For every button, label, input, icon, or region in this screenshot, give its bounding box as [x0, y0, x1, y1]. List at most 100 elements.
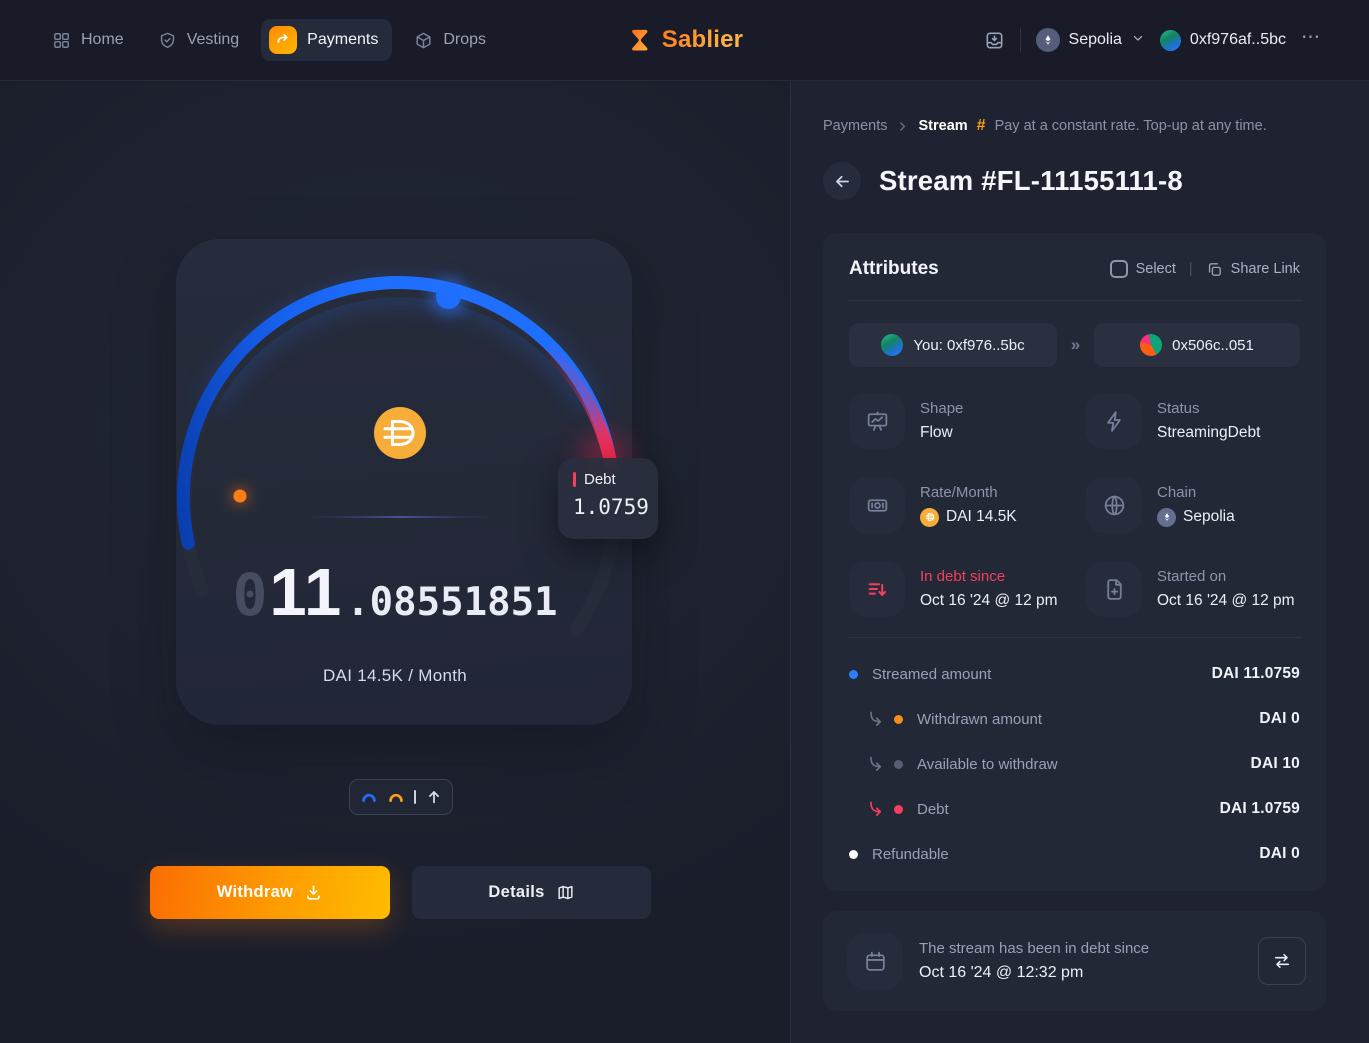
details-button[interactable]: Details: [412, 866, 651, 919]
attr-label: In debt since: [920, 568, 1006, 585]
nav-item-label: Drops: [443, 31, 486, 48]
amount-fraction: .08551851: [346, 580, 558, 625]
toggle-time-button[interactable]: [1258, 937, 1306, 985]
ethereum-icon: [1035, 28, 1060, 52]
sablier-logo[interactable]: Sablier: [626, 26, 743, 54]
brand-name: Sablier: [661, 26, 744, 53]
nav-item-label: Payments: [307, 31, 379, 48]
details-label: Details: [488, 883, 545, 901]
attributes-grid: Shape Flow Status StreamingDebt: [849, 393, 1300, 617]
inbox-button[interactable]: [984, 30, 1005, 51]
debt-value: 1.0759: [573, 495, 649, 519]
network-name: Sepolia: [1068, 31, 1122, 48]
orange-arc-icon: [388, 793, 403, 802]
breadcrumb-payments[interactable]: Payments: [823, 118, 888, 134]
gauge-knob: [435, 284, 461, 309]
page-title: Stream #FL-11155111-8: [879, 165, 1183, 196]
sort-descending-icon: [849, 561, 905, 617]
nav-item-vesting[interactable]: Vesting: [146, 22, 251, 59]
attr-rate: Rate/Month DAI 14.5K: [849, 477, 1086, 533]
select-toggle[interactable]: Select: [1109, 260, 1176, 278]
chevron-right-icon: [900, 121, 906, 131]
gauge-legend-toggle[interactable]: [349, 779, 453, 815]
top-nav: Home Vesting Payments Drops Sab: [0, 0, 1369, 81]
card-divider: [847, 300, 1302, 301]
back-button[interactable]: [823, 162, 861, 200]
blue-arc-icon: [361, 793, 376, 802]
notice-line2: Oct 16 '24 @ 12:32 pm: [919, 964, 1084, 981]
nav-item-drops[interactable]: Drops: [402, 22, 498, 59]
select-label: Select: [1135, 261, 1176, 277]
calendar-icon: [847, 933, 903, 989]
debt-label: Debt: [584, 471, 616, 488]
attr-label: Rate/Month: [920, 483, 998, 501]
attributes-card: Attributes Select | Share Link: [823, 233, 1326, 891]
sepolia-chain-icon: [1157, 507, 1176, 527]
attr-value: Oct 16 '24 @ 12 pm: [920, 592, 1058, 609]
card-divider: [847, 637, 1302, 638]
attr-in-debt-since: In debt since Oct 16 '24 @ 12 pm: [849, 561, 1086, 617]
shield-check-icon: [160, 32, 174, 48]
lightning-icon: [1086, 393, 1142, 449]
amount-row-available: Available to withdraw DAI 10: [849, 752, 1300, 776]
amount-row-withdrawn: Withdrawn amount DAI 0: [849, 707, 1300, 731]
recipient-chip[interactable]: 0x506c..051: [1094, 323, 1300, 367]
checkbox-icon: [1109, 260, 1128, 278]
recipient-avatar: [1140, 334, 1163, 356]
amount-label: Streamed amount: [872, 665, 992, 683]
branch-arrow-icon: [870, 801, 882, 816]
title-row: Stream #FL-11155111-8: [823, 162, 1369, 200]
attr-chain: Chain Sepolia: [1086, 477, 1300, 533]
nav-right: Sepolia 0xf976af..5bc ⋯: [984, 28, 1321, 53]
nav-item-payments[interactable]: Payments: [261, 19, 393, 61]
attr-value: Sepolia: [1157, 507, 1235, 527]
stream-visual-panel: Debt 1.0759 0 11 .08551851 DAI 14.5K / M…: [0, 81, 790, 1043]
sender-chip[interactable]: You: 0xf976..5bc: [849, 323, 1057, 367]
action-buttons: Withdraw Details: [0, 866, 790, 919]
white-dot-icon: [849, 849, 858, 859]
download-icon: [307, 885, 321, 900]
nav-item-home[interactable]: Home: [40, 22, 136, 59]
withdraw-label: Withdraw: [216, 883, 294, 901]
grid-icon: [54, 32, 69, 48]
amount-value: DAI 0: [1259, 845, 1300, 862]
account-menu[interactable]: 0xf976af..5bc: [1159, 29, 1286, 51]
amount-label: Available to withdraw: [917, 755, 1058, 773]
inbox-icon: [986, 32, 1003, 48]
amount-label: Debt: [917, 800, 949, 818]
debt-tooltip: Debt 1.0759: [558, 458, 658, 539]
package-icon: [416, 32, 431, 48]
breadcrumb-stream[interactable]: Stream: [918, 118, 968, 134]
amount-row-refundable: Refundable DAI 0: [849, 842, 1300, 866]
attr-label: Status: [1157, 400, 1200, 417]
amount-value: DAI 11.0759: [1211, 665, 1300, 682]
banknote-icon: [849, 477, 905, 533]
attr-label: Shape: [920, 400, 964, 417]
hash-icon: #: [976, 117, 986, 134]
file-plus-icon: [1086, 561, 1142, 617]
blue-dot-icon: [849, 669, 858, 679]
arrow-left-icon: [835, 175, 849, 187]
red-dot-icon: [894, 804, 903, 814]
account-avatar: [1159, 29, 1181, 51]
attr-value: DAI 14.5K: [920, 507, 1017, 527]
more-menu[interactable]: ⋯: [1301, 26, 1321, 48]
network-selector[interactable]: Sepolia: [1035, 28, 1145, 52]
nav-divider: [1019, 28, 1021, 52]
copy-icon: [1208, 262, 1221, 276]
dai-token-icon: [374, 407, 426, 459]
attr-value: Flow: [920, 424, 953, 441]
chevron-down-icon: [1131, 31, 1145, 50]
share-link-button[interactable]: Share Link: [1206, 261, 1300, 278]
gauge-start-dot: [233, 489, 247, 503]
attr-shape: Shape Flow: [849, 393, 1086, 449]
arrow-up-icon: [428, 791, 439, 804]
withdraw-button[interactable]: Withdraw: [150, 866, 390, 919]
tools-divider: |: [1188, 261, 1193, 277]
debt-color-bar: [573, 472, 576, 487]
double-chevron-icon: »: [1070, 335, 1081, 354]
attr-label: Started on: [1157, 568, 1227, 585]
branch-arrow-icon: [870, 756, 882, 771]
chain-value: Sepolia: [1183, 508, 1235, 525]
